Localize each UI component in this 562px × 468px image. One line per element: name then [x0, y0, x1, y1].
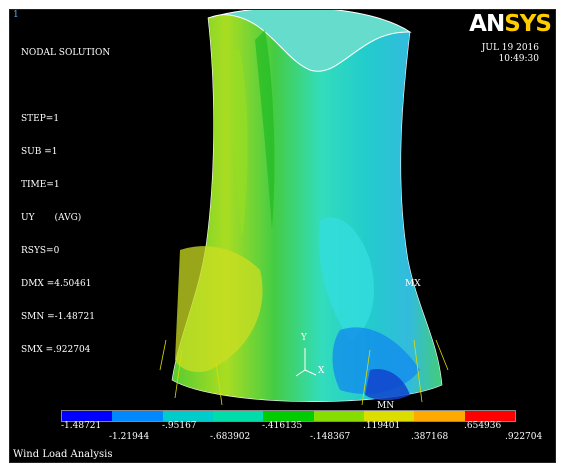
support-columns	[159, 339, 449, 406]
legend-color-segment	[263, 411, 314, 421]
legend-label-top: -.95167	[162, 421, 197, 431]
contour-region	[231, 50, 248, 240]
info-line: RSYS=0	[21, 246, 60, 256]
plot-time: 10:49:30	[498, 54, 539, 64]
contour-region	[319, 217, 374, 340]
legend-color-segment	[112, 411, 163, 421]
info-line: NODAL SOLUTION	[21, 48, 111, 58]
info-line	[21, 81, 110, 92]
legend-label-bottom: .922704	[505, 432, 543, 442]
legend-color-segment	[313, 411, 364, 421]
plot-title: Wind Load Analysis	[13, 449, 113, 460]
cooling-tower-contour-plot	[159, 10, 449, 406]
legend-label-top: .654936	[464, 421, 502, 431]
info-line: SMN =-1.48721	[21, 312, 95, 322]
window-number: 1	[13, 10, 19, 20]
plot-info-block: NODAL SOLUTION STEP=1 SUB =1 TIME=1 UY (…	[21, 26, 110, 378]
max-marker: MX	[405, 279, 421, 289]
contour-legend-bar	[61, 410, 516, 422]
legend-color-segment	[363, 411, 415, 421]
graphics-viewport[interactable]: 1 NODAL SOLUTION STEP=1 SUB =1 TIME=1 UY…	[9, 9, 556, 463]
min-marker: MN	[377, 401, 395, 411]
legend-color-segment	[414, 411, 465, 421]
legend-color-segment	[62, 411, 113, 421]
info-line: STEP=1	[21, 114, 60, 124]
info-line: SUB =1	[21, 147, 58, 157]
legend-label-top: -.416135	[262, 421, 303, 431]
axis-x-label: X	[318, 366, 325, 376]
legend-color-segment	[212, 411, 264, 421]
legend-label-top: .119401	[363, 421, 401, 431]
tower-top-rim	[207, 10, 412, 72]
plot-date: JUL 19 2016	[481, 43, 539, 53]
legend-label-bottom: -.683902	[210, 432, 251, 442]
axis-y-label: Y	[301, 333, 307, 343]
contour-region	[255, 30, 275, 230]
legend-label-bottom: -.148367	[310, 432, 351, 442]
legend-label-bottom: .387168	[411, 432, 449, 442]
contour-region	[175, 246, 263, 372]
info-line: UY (AVG)	[21, 213, 82, 223]
ansys-logo: ANSYS	[469, 11, 552, 37]
legend-color-segment	[464, 411, 515, 421]
contour-region	[365, 369, 410, 401]
legend-label-bottom: -1.21944	[109, 432, 150, 442]
axis-triad	[295, 348, 317, 377]
legend-color-segment	[162, 411, 213, 421]
legend-label-top: -1.48721	[61, 421, 102, 431]
info-line: DMX =4.50461	[21, 279, 92, 289]
info-line: TIME=1	[21, 180, 60, 190]
info-line: SMX =.922704	[21, 345, 91, 355]
